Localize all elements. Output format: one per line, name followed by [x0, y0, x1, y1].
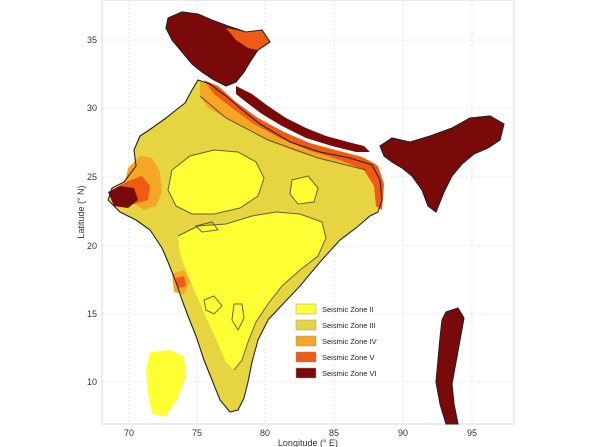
x-axis-title: Longitude (° E) — [278, 438, 338, 447]
zone-v-himalaya — [204, 80, 384, 210]
zone-ii-south — [178, 212, 326, 370]
legend-swatch-zone-iii — [295, 319, 317, 331]
x-tick-label: 75 — [192, 428, 202, 438]
legend-swatch-zone-ii — [295, 303, 317, 315]
y-axis: 35 30 25 20 15 10 Latitude (° N) — [76, 35, 97, 387]
zone-vi-kashmir — [166, 12, 270, 86]
northern-region — [108, 12, 370, 208]
x-tick-label: 95 — [467, 428, 477, 438]
legend-swatch-zone-v — [295, 351, 317, 363]
country-outline — [107, 11, 505, 425]
zone-v-koyna-core — [176, 276, 186, 288]
zone-vi-kutch — [108, 186, 138, 208]
y-tick-label: 15 — [87, 309, 97, 319]
y-tick-label: 10 — [87, 377, 97, 387]
legend-swatch-zone-vi — [295, 367, 317, 379]
zone-v-kashmir-fringe — [226, 28, 270, 50]
y-tick-label: 20 — [87, 241, 97, 251]
zone-contours — [167, 95, 367, 371]
y-axis-title: Latitude (° N) — [76, 185, 86, 238]
y-tick-label: 35 — [87, 35, 97, 45]
zone-ii-central — [168, 150, 264, 214]
zone-ii-east-patch — [290, 176, 318, 204]
legend-label-zone-ii: Seismic Zone II — [322, 305, 374, 314]
zone-vi-northeast — [380, 116, 504, 212]
x-axis: 70 75 80 85 90 95 Longitude (° E) — [124, 428, 477, 447]
y-tick-label: 25 — [87, 172, 97, 182]
x-tick-label: 70 — [124, 428, 134, 438]
y-tick-label: 30 — [87, 103, 97, 113]
legend-label-zone-v: Seismic Zone V — [322, 353, 375, 362]
legend: Seismic Zone II Seismic Zone III Seismic… — [295, 303, 377, 379]
x-tick-label: 80 — [260, 428, 270, 438]
x-tick-label: 90 — [398, 428, 408, 438]
legend-swatch-zone-iv — [295, 335, 317, 347]
mainland-india — [108, 80, 384, 412]
legend-label-zone-iv: Seismic Zone IV — [322, 337, 377, 346]
zone-vi-andaman — [436, 308, 464, 424]
zone-ii-lakshadweep — [146, 350, 186, 416]
zone-vi-ganga-band — [236, 86, 370, 152]
legend-label-zone-vi: Seismic Zone VI — [322, 369, 377, 378]
x-tick-label: 85 — [329, 428, 339, 438]
legend-label-zone-iii: Seismic Zone III — [322, 321, 376, 330]
